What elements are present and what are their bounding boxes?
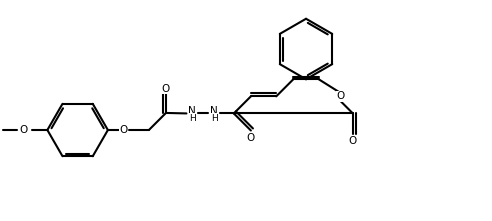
Text: O: O (349, 136, 357, 146)
Text: O: O (247, 133, 255, 143)
Text: H: H (189, 114, 196, 123)
Text: N: N (211, 106, 218, 116)
Text: O: O (20, 125, 28, 135)
Text: H: H (211, 114, 217, 123)
Text: N: N (188, 106, 196, 116)
Text: O: O (120, 125, 127, 135)
Text: O: O (337, 91, 345, 101)
Text: O: O (162, 84, 170, 93)
